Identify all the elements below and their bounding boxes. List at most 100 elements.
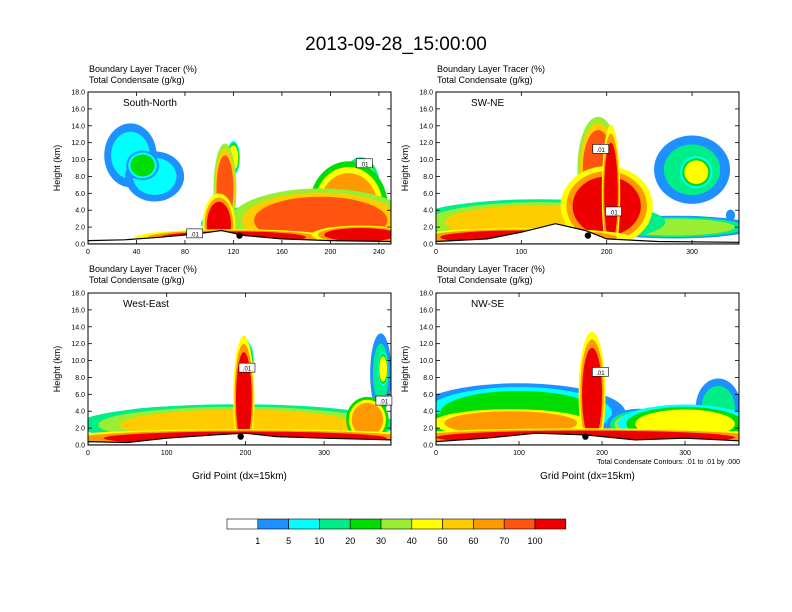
colorbar-swatch xyxy=(288,518,320,530)
y-tick-label: 6.0 xyxy=(75,392,85,399)
colorbar-swatch xyxy=(319,518,351,530)
colorbar-label: 1 xyxy=(255,536,260,546)
colorbar-label: 70 xyxy=(499,536,509,546)
contour-label-box xyxy=(605,206,622,217)
tracer-blob xyxy=(351,402,384,437)
plot-frame xyxy=(435,292,740,446)
y-tick-label: 10.0 xyxy=(419,157,433,164)
contour-footnote: Total Condensate Contours: .01 to .01 by… xyxy=(597,459,740,466)
y-tick-label: 18.0 xyxy=(419,291,433,298)
y-tick-label: 4.0 xyxy=(75,208,85,215)
panel-west-east: Boundary Layer Tracer (%) Total Condensa… xyxy=(52,264,393,482)
y-tick-label: 0.0 xyxy=(423,443,433,450)
colorbar-swatch xyxy=(442,518,474,530)
location-marker xyxy=(584,232,592,239)
contour-label-box xyxy=(375,395,393,406)
colorbar-label: 20 xyxy=(345,536,355,546)
colorbar-swatch xyxy=(503,518,536,530)
y-tick-label: 6.0 xyxy=(423,191,433,198)
contour-label: .01 xyxy=(609,210,618,216)
y-axis-label: Height (km) xyxy=(400,346,410,393)
x-tick-label: 200 xyxy=(240,450,252,457)
y-tick-label: 16.0 xyxy=(419,307,433,314)
colorbar-label: 50 xyxy=(438,536,448,546)
x-axis-label: Grid Point (dx=15km) xyxy=(540,471,635,482)
y-tick-label: 10.0 xyxy=(71,157,85,164)
panel-sw-ne: Boundary Layer Tracer (%) Total Condensa… xyxy=(400,64,740,256)
tracer-blob xyxy=(324,227,391,242)
y-tick-label: 0.0 xyxy=(423,242,433,249)
tracer-field xyxy=(88,123,391,244)
panel-label: NW-SE xyxy=(471,299,504,310)
tracer-blob xyxy=(235,352,252,445)
tracer-blob xyxy=(582,347,603,441)
x-tick-label: 160 xyxy=(276,249,288,256)
colorbar-label: 60 xyxy=(468,536,478,546)
y-tick-label: 10.0 xyxy=(71,358,85,365)
plot-frame xyxy=(87,91,392,245)
x-tick-label: 240 xyxy=(373,249,385,256)
panel-label: South-North xyxy=(123,98,177,109)
y-tick-label: 18.0 xyxy=(71,90,85,97)
y-tick-label: 2.0 xyxy=(423,426,433,433)
y-tick-label: 4.0 xyxy=(423,409,433,416)
x-tick-label: 0 xyxy=(86,450,90,457)
panel-subtitle-condensate: Total Condensate (g/kg) xyxy=(89,275,185,285)
panel-subtitle-tracer: Boundary Layer Tracer (%) xyxy=(89,64,197,74)
y-tick-label: 8.0 xyxy=(423,375,433,382)
colorbar-label: 30 xyxy=(376,536,386,546)
x-tick-label: 200 xyxy=(596,450,608,457)
y-tick-label: 14.0 xyxy=(419,324,433,331)
contour-label: .01 xyxy=(380,400,389,406)
y-tick-label: 18.0 xyxy=(419,90,433,97)
plot-frame xyxy=(87,292,392,446)
x-tick-label: 100 xyxy=(513,450,525,457)
colorbar-swatch xyxy=(226,518,259,530)
colorbar-swatch xyxy=(349,518,382,530)
y-tick-label: 8.0 xyxy=(423,174,433,181)
y-tick-label: 18.0 xyxy=(71,291,85,298)
panel-south-north: Boundary Layer Tracer (%) Total Condensa… xyxy=(52,64,392,256)
x-tick-label: 0 xyxy=(434,450,438,457)
y-axis-label: Height (km) xyxy=(52,145,62,192)
x-tick-label: 80 xyxy=(181,249,189,256)
tracer-field xyxy=(88,333,391,445)
y-tick-label: 2.0 xyxy=(75,426,85,433)
panel-subtitle-tracer: Boundary Layer Tracer (%) xyxy=(437,264,545,274)
y-tick-label: 12.0 xyxy=(419,140,433,147)
tracer-blob xyxy=(684,160,709,185)
contour-label-box xyxy=(356,158,373,169)
colorbar-label: 10 xyxy=(314,536,324,546)
contour-label: .01 xyxy=(596,371,605,377)
panel-subtitle-condensate: Total Condensate (g/kg) xyxy=(437,275,533,285)
y-tick-label: 0.0 xyxy=(75,242,85,249)
location-marker xyxy=(237,433,244,440)
x-tick-label: 120 xyxy=(228,249,240,256)
location-marker xyxy=(236,232,243,239)
contour-label-box xyxy=(186,228,203,239)
y-tick-label: 2.0 xyxy=(423,225,433,232)
x-axis-label: Grid Point (dx=15km) xyxy=(192,471,287,482)
contour-label: .01 xyxy=(597,148,606,154)
y-tick-label: 16.0 xyxy=(419,106,433,113)
x-tick-label: 0 xyxy=(86,249,90,256)
colorbar: 1 5 10 20 30 40 50 60 70 100 xyxy=(226,518,567,546)
tracer-blob xyxy=(727,211,734,220)
y-tick-label: 4.0 xyxy=(423,208,433,215)
y-tick-label: 0.0 xyxy=(75,443,85,450)
y-tick-label: 6.0 xyxy=(423,392,433,399)
panel-label: West-East xyxy=(123,299,169,310)
y-tick-label: 12.0 xyxy=(71,140,85,147)
location-marker xyxy=(582,433,589,440)
panel-subtitle-tracer: Boundary Layer Tracer (%) xyxy=(89,264,197,274)
x-tick-label: 300 xyxy=(679,450,691,457)
x-tick-label: 100 xyxy=(516,249,528,256)
colorbar-swatch xyxy=(380,518,413,530)
contour-label: .01 xyxy=(360,162,369,168)
y-tick-label: 16.0 xyxy=(71,307,85,314)
colorbar-swatch xyxy=(257,518,289,530)
tracer-field xyxy=(436,331,739,445)
colorbar-label: 40 xyxy=(407,536,417,546)
y-tick-label: 14.0 xyxy=(71,123,85,130)
